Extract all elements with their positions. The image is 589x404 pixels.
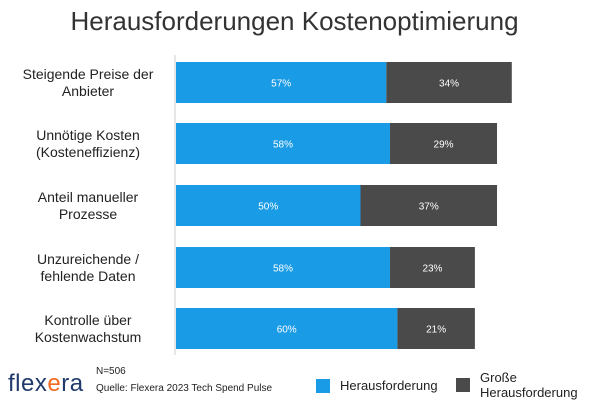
bar-herausforderung-2 <box>176 185 361 226</box>
bar-herausforderung-3 <box>176 247 391 288</box>
sample-size: N=506 <box>96 366 126 377</box>
flexera-logo: flexera <box>8 370 84 397</box>
bar-herausforderung-0 <box>176 62 387 103</box>
legend-item-0: Herausforderung <box>316 378 438 393</box>
data-label-grosse-herausforderung-0: 34% <box>439 79 459 90</box>
bar-grosse-herausforderung-2 <box>360 185 498 226</box>
category-label-3: Unzureichende / fehlende Daten <box>37 250 139 284</box>
data-label-herausforderung-1: 58% <box>273 140 293 151</box>
bar-grosse-herausforderung-0 <box>386 62 512 103</box>
bar-grosse-herausforderung-1 <box>390 123 498 164</box>
data-label-grosse-herausforderung-4: 21% <box>426 325 446 336</box>
category-label-1: Unnötige Kosten (Kosteneffizienz) <box>35 126 140 160</box>
legend-swatch-1 <box>456 378 470 392</box>
data-label-herausforderung-4: 60% <box>277 325 297 336</box>
bar-herausforderung-4 <box>176 308 398 349</box>
category-label-0: Steigende Preise der Anbieter <box>22 65 154 99</box>
bar-grosse-herausforderung-4 <box>397 308 475 349</box>
data-label-grosse-herausforderung-1: 29% <box>434 140 454 151</box>
category-label-2: Anteil manueller Prozesse <box>37 188 139 222</box>
category-label-4: Kontrolle über Kostenwachstum <box>34 311 142 345</box>
legend-label-0: Herausforderung <box>340 378 438 393</box>
bar-grosse-herausforderung-3 <box>390 247 475 288</box>
data-label-herausforderung-2: 50% <box>258 202 278 213</box>
legend-swatch-0 <box>316 378 330 393</box>
source-note: Quelle: Flexera 2023 Tech Spend Pulse <box>96 383 273 394</box>
legend-item-1: Große Herausforderung <box>456 370 578 400</box>
data-label-herausforderung-3: 58% <box>273 264 293 275</box>
chart-title: Herausforderungen Kostenoptimierung <box>70 6 519 36</box>
bar-herausforderung-1 <box>176 123 391 164</box>
data-label-grosse-herausforderung-3: 23% <box>422 264 442 275</box>
data-label-grosse-herausforderung-2: 37% <box>419 202 439 213</box>
data-label-herausforderung-0: 57% <box>271 79 291 90</box>
legend-label-1: Große Herausforderung <box>480 370 578 400</box>
